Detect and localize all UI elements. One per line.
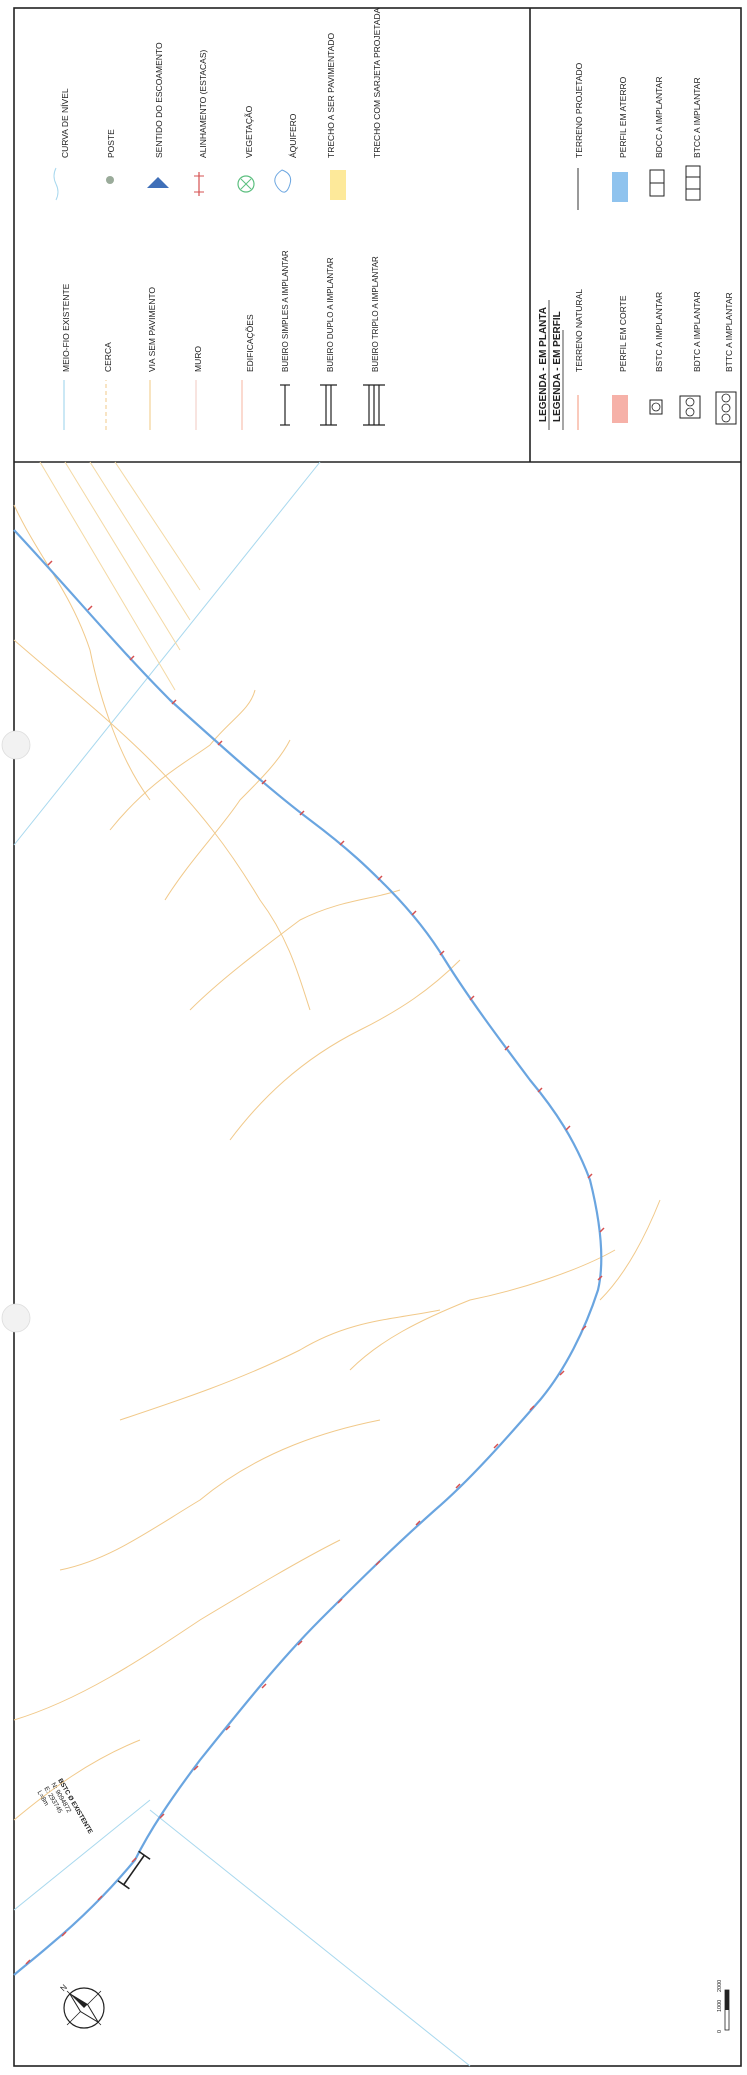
trecho-pavimentado-icon	[330, 170, 346, 200]
alinhamento-estacas-icon	[194, 172, 204, 196]
legend-label-bttc: BTTC A IMPLANTAR	[724, 292, 734, 372]
bueiro-simples-icon	[280, 384, 290, 426]
legend-label-sarjeta: TRECHO COM SARJETA PROJETADA	[372, 7, 382, 158]
road-lines	[39, 461, 201, 691]
bdcc-icon	[649, 169, 665, 197]
poste-icon	[106, 176, 114, 184]
legend-label-terreno-projetado: TERRENO PROJETADO	[574, 62, 584, 158]
legend-label-perfil-aterro: PERFIL EM ATERRO	[618, 76, 628, 158]
perfil-aterro-icon	[612, 172, 628, 202]
legend-label-bstc: BSTC A IMPLANTAR	[654, 292, 664, 372]
legend-label-bueiro-triplo: BUEIRO TRIPLO A IMPLANTAR	[371, 256, 380, 372]
contour-lines	[13, 504, 661, 1821]
legend-plan-right: CURVA DE NÍVEL POSTE SENTIDO DO ESCOAMEN…	[53, 7, 382, 201]
legend-label-aquifero: ÁQUIFERO	[288, 113, 298, 158]
sentido-escoamento-icon	[147, 177, 169, 188]
legend-label-edificacoes: EDIFICAÇÕES	[245, 314, 255, 372]
legend-plan: LEGENDA - EM PLANTA MEIO-FIO EXISTENTE C…	[53, 7, 550, 430]
bueiro-duplo-icon	[320, 384, 337, 426]
legend-label-btcc: BTCC A IMPLANTAR	[692, 77, 702, 158]
legend-label-poste: POSTE	[106, 129, 116, 158]
svg-text:N: N	[59, 1983, 70, 1994]
alignment-stations	[25, 560, 605, 1965]
scale-label-0: 0	[717, 2030, 723, 2033]
legend-label-meio-fio: MEIO-FIO EXISTENTE	[61, 283, 71, 372]
legend-label-escoamento: SENTIDO DO ESCOAMENTO	[154, 42, 164, 158]
map-area: BSTC Ø EXISTENTE N: 9094872 E: 293745 L=…	[1, 461, 730, 2067]
punch-hole	[1, 730, 31, 760]
legend-profile: LEGENDA - EM PERFIL TERRENO NATURAL PERF…	[552, 62, 737, 430]
legend-label-pavimentado: TRECHO A SER PAVIMENTADO	[326, 32, 336, 158]
bdtc-icon	[679, 395, 701, 419]
north-arrow-icon: N	[59, 1983, 105, 2029]
bueiro-simples-icon	[117, 1850, 151, 1890]
bttc-icon	[715, 391, 737, 425]
legend-label-cerca: CERCA	[103, 342, 113, 372]
scale-label-2000: 2000	[717, 1980, 723, 1992]
sheet-frame	[13, 7, 742, 2067]
legend-label-via: VIA SEM PAVIMENTO	[147, 287, 157, 372]
scale-label-1000: 1000	[717, 2000, 723, 2012]
scale-bar: 0 1000 2000	[717, 1980, 730, 2033]
legend-label-alinhamento: ALINHAMENTO (ESTACAS)	[198, 50, 208, 158]
legend-label-bueiro-duplo: BUEIRO DUPLO A IMPLANTAR	[326, 257, 335, 372]
legend-label-terreno-natural: TERRENO NATURAL	[574, 289, 584, 372]
alignment-line	[13, 529, 603, 1976]
legend-label-curva: CURVA DE NÍVEL	[60, 88, 70, 158]
aquifero-icon	[274, 169, 292, 193]
legend-profile-title: LEGENDA - EM PERFIL	[552, 311, 563, 422]
perfil-corte-icon	[612, 395, 628, 423]
legend-label-bdcc: BDCC A IMPLANTAR	[654, 76, 664, 158]
legend-label-bueiro-simples: BUEIRO SIMPLES A IMPLANTAR	[281, 250, 290, 372]
curb-lines	[13, 461, 471, 2067]
bueiro-triplo-icon	[363, 384, 385, 426]
legend-label-perfil-corte: PERFIL EM CORTE	[618, 295, 628, 372]
vegetacao-icon	[237, 175, 255, 193]
legend-plan-title: LEGENDA - EM PLANTA	[538, 307, 549, 422]
legend-label-muro: MURO	[193, 346, 203, 372]
legend-label-bdtc: BDTC A IMPLANTAR	[692, 291, 702, 372]
curva-de-nivel-icon	[53, 167, 59, 201]
bstc-icon	[649, 399, 663, 415]
legend-plan-left: MEIO-FIO EXISTENTE CERCA VIA SEM PAVIMEN…	[61, 250, 385, 430]
punch-hole	[1, 1303, 31, 1333]
btcc-icon	[685, 165, 701, 201]
legend-label-vegetacao: VEGETAÇÃO	[244, 105, 254, 158]
